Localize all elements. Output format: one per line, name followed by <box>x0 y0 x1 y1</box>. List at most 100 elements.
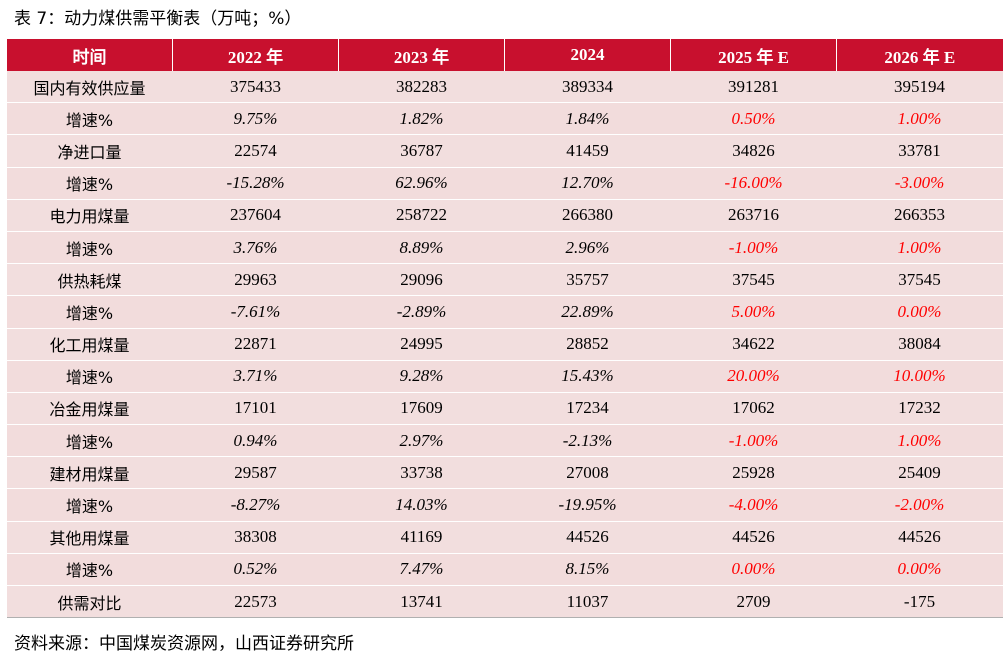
table-cell: 41459 <box>504 134 671 168</box>
row-label: 增速% <box>6 424 173 458</box>
table-cell: 29587 <box>172 456 339 490</box>
table-cell: 17101 <box>172 392 339 426</box>
header-cell-2026e: 2026 年 E <box>836 39 1003 71</box>
table-row: 建材用煤量 29587 33738 27008 25928 25409 <box>6 456 1003 490</box>
table-cell: 9.75% <box>172 102 339 136</box>
table-cell: 8.89% <box>338 231 505 265</box>
header-cell-2022: 2022 年 <box>172 39 339 71</box>
table-cell: 395194 <box>836 71 1003 104</box>
table-cell: 5.00% <box>670 295 837 329</box>
table-cell: 44526 <box>504 521 671 554</box>
table-row: 化工用煤量 22871 24995 28852 34622 38084 <box>6 328 1003 361</box>
table-cell: -3.00% <box>836 167 1003 200</box>
table-row: 增速% 0.52% 7.47% 8.15% 0.00% 0.00% <box>6 553 1003 587</box>
table-cell: 41169 <box>338 521 505 554</box>
table-cell: 38308 <box>172 521 339 554</box>
table-cell: -1.00% <box>670 424 837 458</box>
table-cell: 37545 <box>836 263 1003 297</box>
header-cell-2024: 2024 <box>504 39 671 71</box>
table-row: 供需对比 22573 13741 11037 2709 -175 <box>6 585 1003 619</box>
table-row: 其他用煤量 38308 41169 44526 44526 44526 <box>6 521 1003 554</box>
table-cell: 17062 <box>670 392 837 426</box>
table-cell: 37545 <box>670 263 837 297</box>
table-cell: 35757 <box>504 263 671 297</box>
table-cell: 44526 <box>836 521 1003 554</box>
table-cell: 2.96% <box>504 231 671 265</box>
table-cell: 0.00% <box>670 553 837 587</box>
table-cell: 10.00% <box>836 360 1003 393</box>
table-cell: -2.00% <box>836 488 1003 522</box>
row-label: 增速% <box>6 488 173 522</box>
row-label: 增速% <box>6 553 173 587</box>
table-cell: 62.96% <box>338 167 505 200</box>
table-cell: 13741 <box>338 585 505 619</box>
table-cell: 266380 <box>504 199 671 232</box>
source-note: 资料来源：中国煤炭资源网，山西证券研究所 <box>14 634 354 654</box>
table-cell: 3.71% <box>172 360 339 393</box>
table-row: 冶金用煤量 17101 17609 17234 17062 17232 <box>6 392 1003 426</box>
table-cell: 34622 <box>670 328 837 361</box>
row-label: 冶金用煤量 <box>6 392 173 426</box>
table-cell: 44526 <box>670 521 837 554</box>
table-cell: 27008 <box>504 456 671 490</box>
row-label: 电力用煤量 <box>6 199 173 232</box>
table-row: 增速% -15.28% 62.96% 12.70% -16.00% -3.00% <box>6 167 1003 200</box>
table-cell: 17232 <box>836 392 1003 426</box>
table-cell: 0.94% <box>172 424 339 458</box>
row-label: 供需对比 <box>6 585 173 619</box>
table-row: 增速% 3.76% 8.89% 2.96% -1.00% 1.00% <box>6 231 1003 265</box>
table-cell: -2.89% <box>338 295 505 329</box>
table-cell: 33781 <box>836 134 1003 168</box>
header-cell-2025e: 2025 年 E <box>670 39 837 71</box>
table-cell: 7.47% <box>338 553 505 587</box>
table-cell: 389334 <box>504 71 671 104</box>
table-row: 电力用煤量 237604 258722 266380 263716 266353 <box>6 199 1003 232</box>
row-label: 建材用煤量 <box>6 456 173 490</box>
table-title: 表 7：动力煤供需平衡表（万吨；%） <box>14 9 302 29</box>
table-cell: 17234 <box>504 392 671 426</box>
table-cell: -4.00% <box>670 488 837 522</box>
table-cell: 0.50% <box>670 102 837 136</box>
table-row: 增速% -8.27% 14.03% -19.95% -4.00% -2.00% <box>6 488 1003 522</box>
table-cell: 1.84% <box>504 102 671 136</box>
table-cell: 11037 <box>504 585 671 619</box>
row-label: 增速% <box>6 360 173 393</box>
header-cell-period: 时间 <box>6 39 173 71</box>
table-cell: 12.70% <box>504 167 671 200</box>
table-cell: -7.61% <box>172 295 339 329</box>
table-cell: 24995 <box>338 328 505 361</box>
table-cell: 36787 <box>338 134 505 168</box>
table-cell: 20.00% <box>670 360 837 393</box>
row-label: 增速% <box>6 295 173 329</box>
table-cell: -19.95% <box>504 488 671 522</box>
table-cell: 29963 <box>172 263 339 297</box>
table-cell: 38084 <box>836 328 1003 361</box>
table-row: 净进口量 22574 36787 41459 34826 33781 <box>6 134 1003 168</box>
table-cell: 14.03% <box>338 488 505 522</box>
row-label: 化工用煤量 <box>6 328 173 361</box>
table-cell: 1.00% <box>836 231 1003 265</box>
table-cell: -175 <box>836 585 1003 619</box>
table-cell: 15.43% <box>504 360 671 393</box>
row-label: 国内有效供应量 <box>6 71 173 104</box>
table-cell: 0.00% <box>836 553 1003 587</box>
table-cell: 22871 <box>172 328 339 361</box>
table-cell: 25409 <box>836 456 1003 490</box>
table-cell: 9.28% <box>338 360 505 393</box>
table-cell: 22573 <box>172 585 339 619</box>
table-cell: 25928 <box>670 456 837 490</box>
table-cell: -16.00% <box>670 167 837 200</box>
table-cell: 8.15% <box>504 553 671 587</box>
table-cell: 3.76% <box>172 231 339 265</box>
table-cell: 33738 <box>338 456 505 490</box>
table-cell: 2.97% <box>338 424 505 458</box>
table-row: 增速% 3.71% 9.28% 15.43% 20.00% 10.00% <box>6 360 1003 393</box>
table-cell: 22574 <box>172 134 339 168</box>
coal-balance-table: 时间 2022 年 2023 年 2024 2025 年 E 2026 年 E … <box>6 39 1003 619</box>
table-cell: 266353 <box>836 199 1003 232</box>
table-cell: 382283 <box>338 71 505 104</box>
table-cell: 375433 <box>172 71 339 104</box>
table-cell: 28852 <box>504 328 671 361</box>
table-cell: 263716 <box>670 199 837 232</box>
table-cell: 0.52% <box>172 553 339 587</box>
